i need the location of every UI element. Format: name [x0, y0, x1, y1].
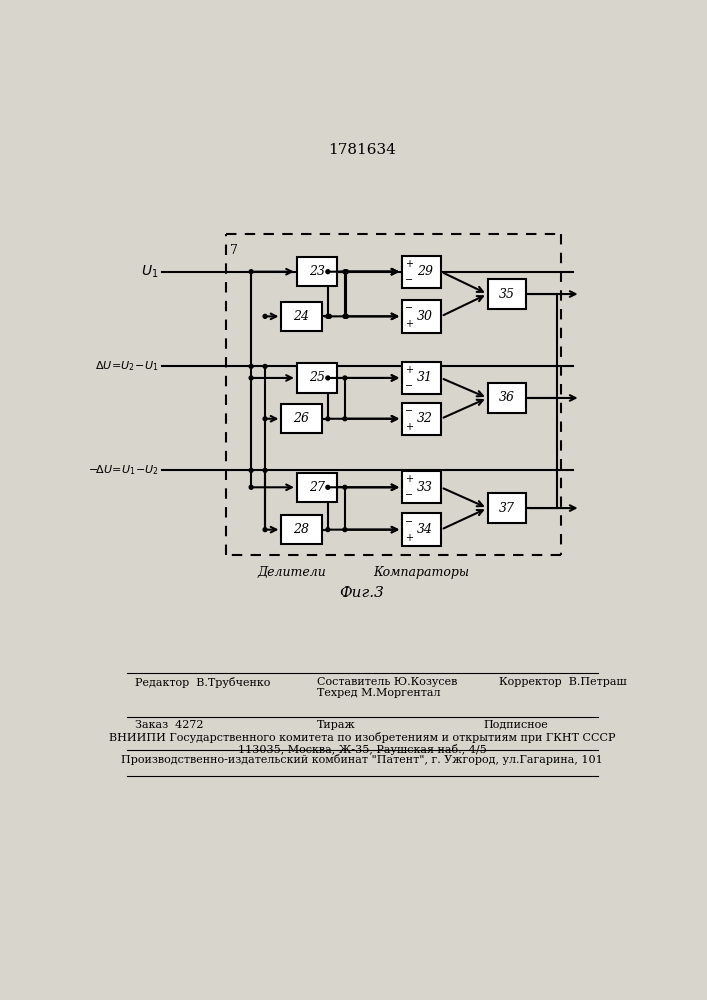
- Circle shape: [326, 270, 329, 274]
- Text: Делители: Делители: [257, 566, 326, 579]
- Text: 23: 23: [309, 265, 325, 278]
- Text: 113035, Москва, Ж-35, Раушская наб., 4/5: 113035, Москва, Ж-35, Раушская наб., 4/5: [238, 744, 486, 755]
- Bar: [402, 513, 441, 546]
- Text: +: +: [405, 533, 414, 543]
- Text: 32: 32: [416, 412, 433, 425]
- Text: +: +: [405, 319, 414, 329]
- Circle shape: [249, 270, 253, 274]
- Text: +: +: [405, 259, 414, 269]
- Circle shape: [343, 485, 347, 489]
- Text: +: +: [405, 365, 414, 375]
- Bar: [402, 256, 441, 288]
- Bar: [402, 362, 441, 394]
- Text: Техред М.Моргентал: Техред М.Моргентал: [317, 688, 440, 698]
- Text: ВНИИПИ Государственного комитета по изобретениям и открытиям при ГКНТ СССР: ВНИИПИ Государственного комитета по изоб…: [109, 732, 615, 743]
- Circle shape: [343, 270, 347, 274]
- Text: 35: 35: [499, 288, 515, 301]
- Circle shape: [263, 528, 267, 532]
- Circle shape: [343, 417, 347, 421]
- Text: 28: 28: [293, 523, 310, 536]
- Circle shape: [263, 314, 267, 318]
- Text: Подписное: Подписное: [484, 720, 549, 730]
- Circle shape: [263, 364, 267, 368]
- Circle shape: [326, 314, 329, 318]
- Text: 33: 33: [416, 481, 433, 494]
- Text: Компараторы: Компараторы: [373, 566, 469, 579]
- Text: 37: 37: [499, 502, 515, 515]
- Text: Тираж: Тираж: [317, 720, 356, 730]
- Text: Заказ  4272: Заказ 4272: [135, 720, 204, 730]
- Bar: [297, 473, 337, 502]
- Text: 29: 29: [416, 265, 433, 278]
- Bar: [402, 471, 441, 503]
- Circle shape: [327, 314, 332, 318]
- Bar: [281, 404, 322, 433]
- Circle shape: [326, 485, 329, 489]
- Bar: [402, 403, 441, 435]
- Text: Корректор  В.Петраш: Корректор В.Петраш: [499, 677, 627, 687]
- Bar: [488, 493, 526, 523]
- Text: 24: 24: [293, 310, 310, 323]
- Circle shape: [344, 270, 349, 274]
- Text: 26: 26: [293, 412, 310, 425]
- Circle shape: [343, 528, 347, 532]
- Circle shape: [249, 485, 253, 489]
- Text: +: +: [405, 422, 414, 432]
- Text: 30: 30: [416, 310, 433, 323]
- Text: Редактор  В.Трубченко: Редактор В.Трубченко: [135, 677, 270, 688]
- Bar: [402, 300, 441, 333]
- Bar: [488, 383, 526, 413]
- Circle shape: [343, 314, 347, 318]
- Circle shape: [344, 314, 349, 318]
- Text: −: −: [405, 490, 414, 500]
- Text: −: −: [405, 517, 414, 527]
- Circle shape: [249, 376, 253, 380]
- Text: Составитель Ю.Козусев: Составитель Ю.Козусев: [317, 677, 457, 687]
- Circle shape: [326, 417, 329, 421]
- Circle shape: [263, 468, 267, 472]
- Circle shape: [326, 376, 329, 380]
- Text: −: −: [405, 406, 414, 416]
- Circle shape: [263, 417, 267, 421]
- Text: 27: 27: [309, 481, 325, 494]
- Text: 1781634: 1781634: [328, 143, 396, 157]
- Text: 7: 7: [230, 244, 238, 257]
- Text: −: −: [405, 275, 414, 285]
- Text: Фиг.3: Фиг.3: [339, 586, 385, 600]
- Circle shape: [249, 468, 253, 472]
- Text: +: +: [405, 474, 414, 484]
- Text: $-\!\Delta U\!=\!U_1\!-\!U_2$: $-\!\Delta U\!=\!U_1\!-\!U_2$: [88, 463, 159, 477]
- Bar: [281, 302, 322, 331]
- Text: Производственно-издательский комбинат "Патент", г. Ужгород, ул.Гагарина, 101: Производственно-издательский комбинат "П…: [121, 754, 603, 765]
- Text: $\Delta U\!=\!U_2\!-\!U_1$: $\Delta U\!=\!U_2\!-\!U_1$: [95, 360, 159, 373]
- Text: 36: 36: [499, 391, 515, 404]
- Text: 25: 25: [309, 371, 325, 384]
- Circle shape: [326, 528, 329, 532]
- Text: $U_1$: $U_1$: [141, 263, 159, 280]
- Bar: [297, 363, 337, 393]
- Text: −: −: [405, 381, 414, 391]
- Circle shape: [249, 364, 253, 368]
- Text: −: −: [405, 303, 414, 313]
- Text: 34: 34: [416, 523, 433, 536]
- Bar: [281, 515, 322, 544]
- Bar: [297, 257, 337, 286]
- Bar: [488, 279, 526, 309]
- Text: 31: 31: [416, 371, 433, 384]
- Circle shape: [343, 376, 347, 380]
